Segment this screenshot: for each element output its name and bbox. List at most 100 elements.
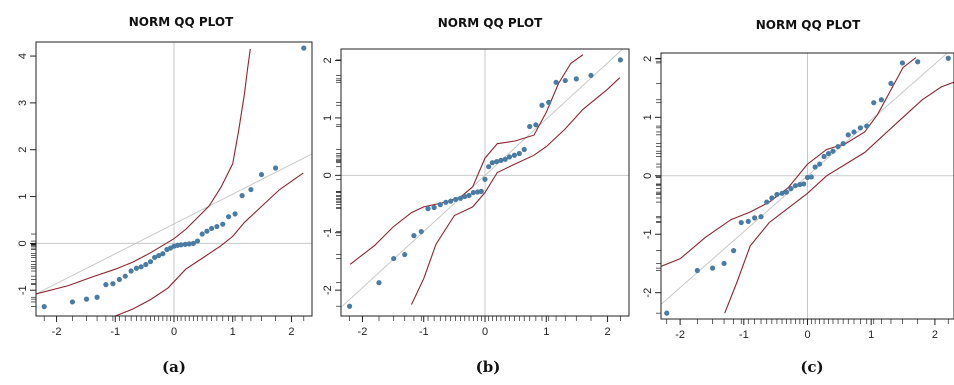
data-point	[764, 199, 770, 205]
envelope-lower-curve	[115, 172, 304, 316]
data-point	[745, 218, 751, 224]
y-tick-label: -2	[322, 285, 334, 295]
x-tick-label: 1	[230, 326, 236, 338]
y-tick-label: 2	[642, 56, 654, 62]
x-tick-label: 2	[932, 329, 938, 341]
chart-title: NORM QQ PLOT	[129, 15, 234, 29]
data-point	[573, 76, 579, 82]
y-tick-label: -1	[17, 285, 29, 295]
data-point	[494, 158, 500, 165]
x-tick-label: 1	[868, 329, 874, 341]
data-point	[204, 228, 210, 234]
y-tick-label: 3	[17, 100, 29, 106]
data-point	[899, 60, 906, 66]
data-point	[208, 225, 215, 232]
data-point	[888, 80, 894, 86]
plot-area	[341, 49, 629, 316]
data-point	[664, 310, 670, 316]
envelope-lower-curve	[411, 77, 621, 305]
reference-line	[341, 49, 624, 308]
data-point	[116, 276, 122, 283]
chart-title: NORM QQ PLOT	[756, 18, 861, 32]
data-point	[411, 233, 417, 239]
data-point	[486, 164, 492, 170]
data-point	[752, 215, 758, 221]
envelope-upper-curve	[661, 57, 917, 267]
plot-area	[36, 42, 312, 316]
data-point	[835, 143, 841, 150]
y-tick-label: -2	[642, 288, 654, 298]
data-point	[817, 161, 823, 167]
x-tick-label: 1	[543, 326, 549, 338]
data-point	[539, 102, 545, 108]
qq-panel-3: -2 -1 0 1 2 -2 -1 0 1 2 NORM QQ PLOT (c)	[642, 18, 954, 376]
data-point	[857, 125, 863, 131]
x-tick-label: 0	[171, 326, 177, 338]
data-point	[709, 265, 716, 271]
data-point	[226, 214, 232, 220]
data-point	[482, 176, 488, 182]
data-point	[152, 254, 158, 261]
y-tick-label: 0	[17, 240, 29, 246]
data-point	[878, 97, 884, 103]
data-point	[694, 267, 700, 274]
x-tick-label: -2	[675, 329, 685, 341]
x-tick-label: 2	[288, 326, 294, 338]
data-point	[871, 100, 877, 106]
data-point	[402, 251, 408, 258]
data-point	[804, 174, 811, 181]
x-tick-label: -1	[419, 326, 429, 338]
data-point	[553, 79, 559, 85]
data-point	[147, 259, 154, 265]
data-point	[128, 268, 134, 274]
data-point	[498, 157, 504, 163]
data-point	[156, 252, 162, 259]
data-point	[186, 241, 192, 247]
data-point	[478, 188, 484, 194]
data-point	[122, 273, 128, 279]
y-tick-label: 0	[322, 172, 334, 178]
data-point	[462, 193, 468, 200]
reference-line	[36, 153, 312, 295]
data-point	[945, 55, 951, 61]
data-point	[443, 199, 449, 205]
data-point	[783, 189, 790, 195]
data-point	[774, 191, 780, 198]
data-point	[391, 255, 397, 262]
data-point	[239, 193, 245, 199]
data-point	[190, 240, 196, 247]
x-tick-label: -2	[358, 326, 368, 338]
data-point	[915, 59, 921, 65]
envelope-upper-curve	[36, 48, 251, 295]
x-tick-label: 2	[604, 326, 610, 338]
data-point	[521, 146, 527, 153]
panel-caption: (b)	[476, 358, 501, 376]
data-point	[83, 296, 90, 302]
qq-panel-1: -2 -1 0 1 2 -1 0 1 2 3 4 NORM QQ PLOT (a)	[17, 15, 313, 376]
data-point	[527, 123, 533, 130]
data-point	[769, 195, 775, 201]
panel-caption: (a)	[162, 358, 186, 376]
x-tick-label: 0	[804, 329, 810, 341]
plot-area	[661, 53, 954, 319]
data-point	[738, 219, 744, 226]
data-point	[864, 123, 870, 129]
data-point	[425, 206, 431, 212]
data-point	[376, 280, 382, 286]
envelope-lower-curve	[724, 81, 954, 314]
data-point	[830, 148, 836, 154]
y-tick-label: 2	[322, 57, 334, 63]
data-point	[617, 57, 624, 63]
y-tick-label: 2	[17, 147, 29, 153]
data-point	[721, 260, 727, 267]
data-point	[457, 195, 464, 201]
data-point	[41, 304, 47, 310]
data-point	[470, 189, 476, 196]
data-point	[808, 174, 814, 180]
data-point	[825, 150, 832, 157]
data-point	[431, 204, 437, 211]
y-tick-label: 1	[642, 114, 654, 120]
data-point	[792, 183, 798, 189]
data-point	[248, 186, 254, 193]
